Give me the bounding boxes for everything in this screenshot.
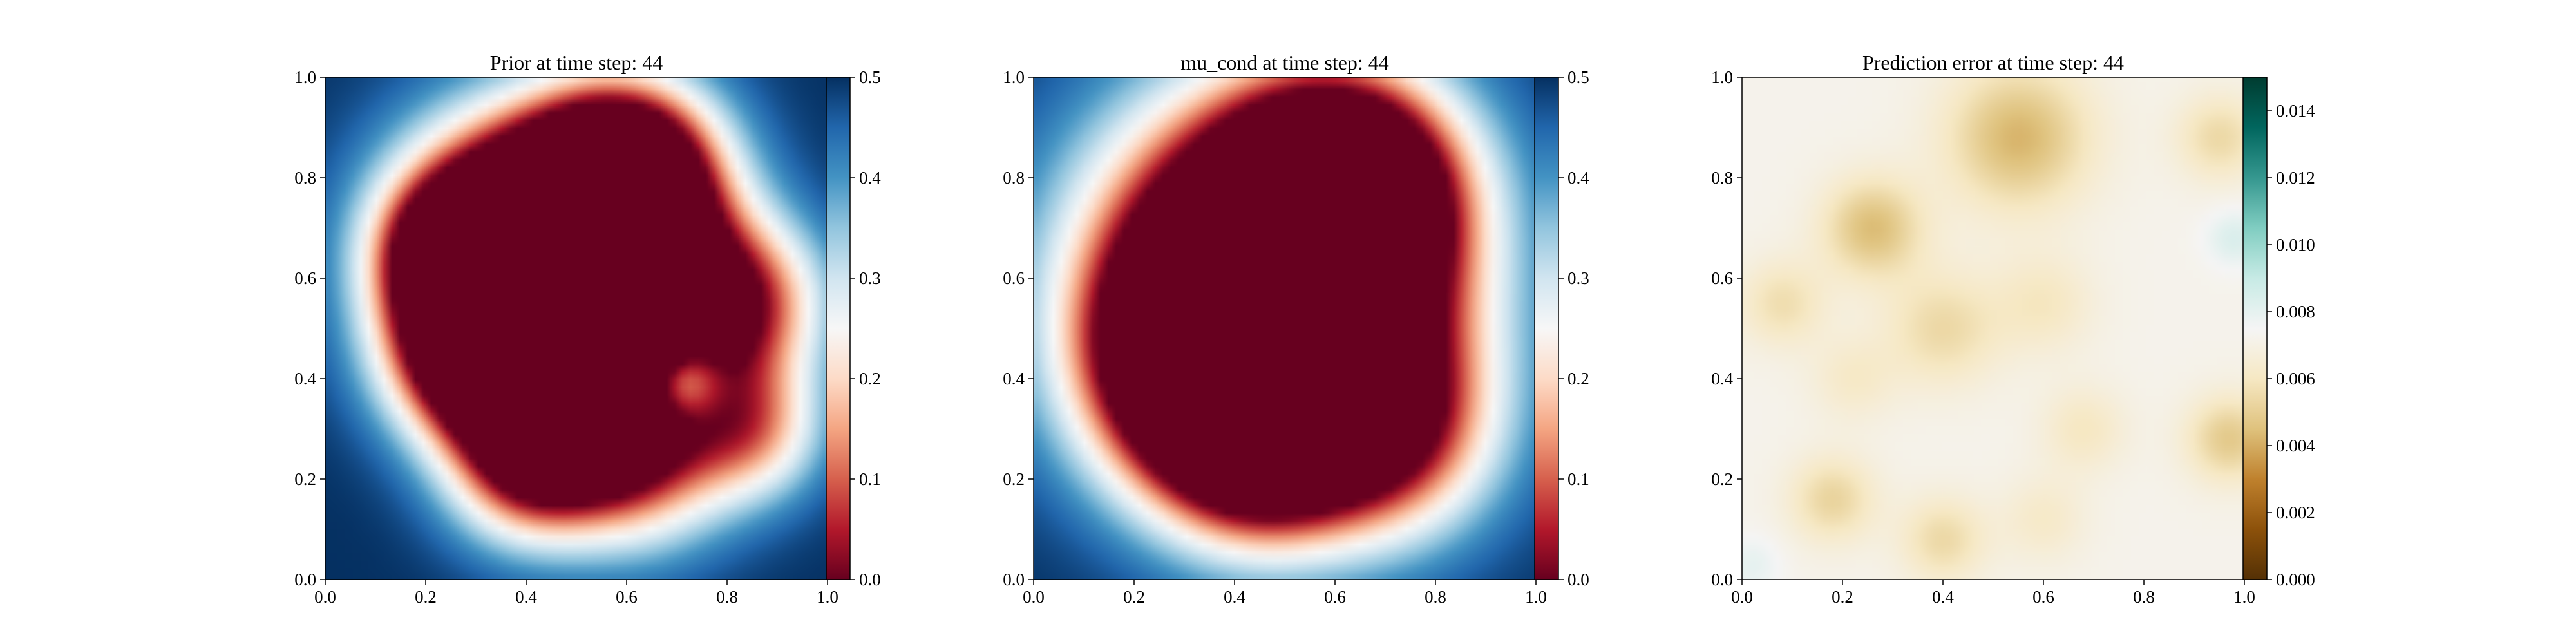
panel-title: mu_cond at time step: 44 [1180,51,1389,74]
y-tick-label: 0.4 [1711,369,1733,388]
colorbar-tick-label: 0.4 [1567,168,1589,187]
y-tick-label: 0.0 [1711,570,1733,589]
x-tick-label: 0.8 [2133,587,2155,607]
y-tick-label: 1.0 [1711,68,1733,87]
heatmap-image [1034,77,1536,580]
heatmap-image [325,77,828,580]
x-tick-label: 0.2 [1123,587,1145,607]
colorbar-tick-label: 0.3 [1567,269,1589,288]
colorbar-tick-label: 0.5 [1567,68,1589,87]
colorbar-tick-label: 0.1 [859,469,881,489]
panel-title: Prediction error at time step: 44 [1862,51,2124,74]
x-tick-label: 0.8 [716,587,738,607]
y-tick-label: 1.0 [1003,68,1025,87]
x-tick-label: 0.0 [314,587,336,607]
x-tick-label: 1.0 [2233,587,2255,607]
x-tick-label: 0.0 [1731,587,1753,607]
colorbar [826,77,851,580]
colorbar-tick-label: 0.5 [859,68,881,87]
colorbar-tick-label: 0.4 [859,168,881,187]
x-tick-label: 0.6 [2032,587,2054,607]
y-tick-label: 0.6 [1711,269,1733,288]
x-tick-label: 0.0 [1023,587,1045,607]
colorbar-tick-label: 0.008 [2276,302,2315,321]
y-tick-label: 0.2 [1711,469,1733,489]
y-tick-label: 0.4 [294,369,316,388]
y-tick-label: 0.0 [294,570,316,589]
x-tick-label: 0.8 [1425,587,1446,607]
x-tick-label: 0.2 [1832,587,1853,607]
y-tick-label: 0.6 [294,269,316,288]
y-tick-label: 0.8 [294,168,316,187]
colorbar-tick-label: 0.3 [859,269,881,288]
x-tick-label: 0.6 [616,587,638,607]
colorbar-tick-label: 0.000 [2276,570,2315,589]
y-tick-label: 0.2 [1003,469,1025,489]
colorbar-tick-label: 0.0 [859,570,881,589]
colorbar-tick-label: 0.004 [2276,436,2315,455]
colorbar-tick-label: 0.0 [1567,570,1589,589]
x-tick-label: 0.2 [415,587,437,607]
heatmap-image [1742,77,2244,580]
panel-title: Prior at time step: 44 [490,51,663,74]
y-tick-label: 0.6 [1003,269,1025,288]
x-tick-label: 0.4 [1224,587,1245,607]
y-tick-label: 1.0 [294,68,316,87]
y-tick-label: 0.8 [1003,168,1025,187]
y-tick-label: 0.2 [294,469,316,489]
colorbar-tick-label: 0.1 [1567,469,1589,489]
y-tick-label: 0.8 [1711,168,1733,187]
x-tick-label: 0.4 [1932,587,1954,607]
colorbar-tick-label: 0.006 [2276,369,2315,388]
x-tick-label: 1.0 [1525,587,1547,607]
colorbar [2242,77,2268,580]
colorbar-tick-label: 0.012 [2276,168,2315,187]
y-tick-label: 0.0 [1003,570,1025,589]
x-tick-label: 0.4 [515,587,537,607]
y-tick-label: 0.4 [1003,369,1025,388]
colorbar-tick-label: 0.2 [859,369,881,388]
colorbar [1534,77,1559,580]
colorbar-tick-label: 0.002 [2276,503,2315,522]
x-tick-label: 1.0 [817,587,838,607]
x-tick-label: 0.6 [1324,587,1346,607]
colorbar-tick-label: 0.2 [1567,369,1589,388]
colorbar-tick-label: 0.010 [2276,235,2315,254]
colorbar-tick-label: 0.014 [2276,101,2315,120]
